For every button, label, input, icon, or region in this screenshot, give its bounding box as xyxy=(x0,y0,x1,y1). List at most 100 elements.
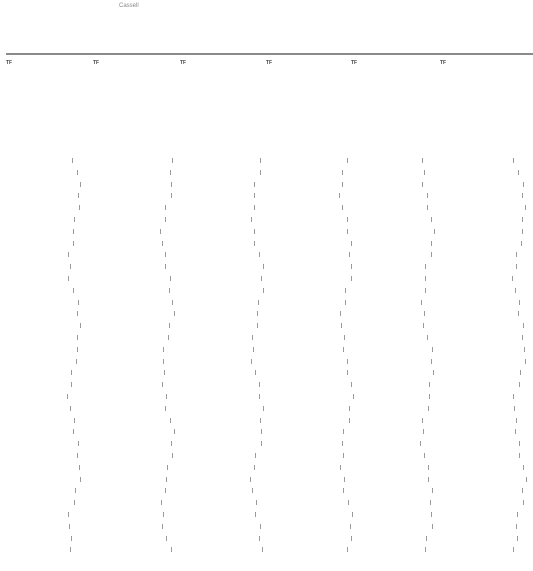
trace-mark xyxy=(348,500,349,506)
trace-mark xyxy=(352,512,353,517)
column-tag: TF xyxy=(266,60,273,66)
trace-mark xyxy=(74,500,75,506)
trace-mark xyxy=(431,358,432,364)
trace-mark xyxy=(422,417,423,423)
column-tag: TF xyxy=(440,60,447,66)
trace-mark xyxy=(165,488,166,494)
trace-mark xyxy=(171,181,172,187)
header-label: Cassell xyxy=(119,3,139,9)
trace-mark xyxy=(172,299,173,305)
trace-mark xyxy=(263,405,264,411)
trace-mark xyxy=(429,382,430,388)
trace-mark xyxy=(259,382,260,388)
trace-mark xyxy=(433,370,434,376)
trace-mark xyxy=(522,217,523,222)
trace-mark xyxy=(426,535,427,541)
trace-mark xyxy=(258,299,259,305)
trace-mark xyxy=(164,370,165,376)
trace-mark xyxy=(351,276,352,281)
trace-mark xyxy=(68,276,69,281)
trace-mark xyxy=(345,299,346,305)
trace-mark xyxy=(162,382,163,388)
trace-mark xyxy=(165,264,166,270)
column-label: TF xyxy=(93,60,173,67)
trace-mark xyxy=(423,429,424,435)
trace-mark xyxy=(522,335,523,340)
trace-mark xyxy=(423,323,424,329)
trace-mark xyxy=(518,169,519,175)
trace-mark xyxy=(343,488,344,494)
trace-mark xyxy=(255,370,256,376)
trace-mark xyxy=(522,228,523,234)
trace-mark xyxy=(160,228,161,234)
trace-mark xyxy=(70,405,71,411)
trace-mark xyxy=(515,429,516,435)
trace-mark xyxy=(68,252,69,258)
trace-mark xyxy=(427,193,428,199)
trace-mark xyxy=(254,205,255,211)
trace-mark xyxy=(252,488,253,494)
trace-mark xyxy=(167,464,168,470)
trace-mark xyxy=(254,193,255,199)
trace-mark xyxy=(80,323,81,329)
column-tag: TF xyxy=(6,60,13,66)
trace-mark xyxy=(424,453,425,458)
trace-mark xyxy=(421,299,422,305)
trace-mark xyxy=(165,217,166,222)
data-column: TF xyxy=(440,60,527,560)
trace-mark xyxy=(256,500,257,506)
trace-mark xyxy=(78,193,79,199)
trace-mark xyxy=(513,547,514,553)
trace-mark xyxy=(351,264,352,270)
trace-mark xyxy=(170,169,171,175)
trace-mark xyxy=(431,240,432,246)
trace-mark xyxy=(161,500,162,506)
trace-mark xyxy=(73,287,74,293)
trace-mark xyxy=(78,299,79,305)
trace-mark xyxy=(353,394,354,399)
trace-mark xyxy=(172,453,173,458)
trace-mark xyxy=(69,523,70,529)
trace-mark xyxy=(347,228,348,234)
trace-mark xyxy=(260,523,261,529)
trace-mark xyxy=(70,547,71,553)
trace-mark xyxy=(79,464,80,470)
trace-mark xyxy=(514,405,515,411)
trace-mark xyxy=(260,417,261,423)
trace-mark xyxy=(260,158,261,163)
trace-mark xyxy=(165,205,166,211)
trace-mark xyxy=(516,264,517,270)
trace-mark xyxy=(74,417,75,423)
data-column: TF xyxy=(6,60,86,560)
trace-mark xyxy=(516,523,517,529)
trace-mark xyxy=(73,429,74,435)
trace-mark xyxy=(347,358,348,364)
trace-mark xyxy=(263,287,264,293)
trace-mark xyxy=(525,205,526,211)
trace-mark xyxy=(168,335,169,340)
trace-mark xyxy=(259,394,260,399)
column-label: TF xyxy=(351,60,431,67)
trace-mark xyxy=(345,287,346,293)
trace-mark xyxy=(515,287,516,293)
trace-mark xyxy=(343,453,344,458)
trace-mark xyxy=(431,512,432,517)
trace-mark xyxy=(68,512,69,517)
trace-mark xyxy=(347,370,348,376)
trace-mark xyxy=(427,335,428,340)
trace-mark xyxy=(513,158,514,163)
trace-mark xyxy=(349,417,350,423)
trace-mark xyxy=(524,346,525,352)
trace-mark xyxy=(171,547,172,553)
trace-mark xyxy=(351,240,352,246)
data-column: TF xyxy=(93,60,175,560)
trace-mark xyxy=(163,346,164,352)
trace-mark xyxy=(170,276,171,281)
trace-mark xyxy=(432,346,433,352)
trace-mark xyxy=(162,240,163,246)
trace-mark xyxy=(518,311,519,317)
trace-mark xyxy=(174,311,175,317)
trace-mark xyxy=(254,228,255,234)
trace-mark xyxy=(424,311,425,317)
trace-mark xyxy=(344,476,345,482)
